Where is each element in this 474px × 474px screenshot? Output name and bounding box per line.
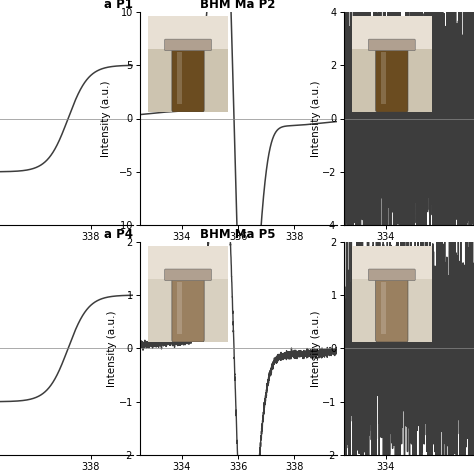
Text: a P1: a P1	[104, 0, 133, 11]
Y-axis label: Intensity (a.u.): Intensity (a.u.)	[101, 80, 111, 157]
X-axis label: M: M	[436, 245, 448, 258]
Y-axis label: Intensity (a.u.): Intensity (a.u.)	[311, 310, 321, 387]
Y-axis label: Intensity (a.u.): Intensity (a.u.)	[311, 80, 321, 157]
X-axis label: Magnetic field (mT): Magnetic field (mT)	[188, 245, 289, 255]
Title: BHM Ma P5: BHM Ma P5	[201, 228, 276, 241]
Text: a P4: a P4	[104, 228, 133, 241]
Title: BHM Ma P2: BHM Ma P2	[201, 0, 276, 11]
Y-axis label: Intensity (a.u.): Intensity (a.u.)	[107, 310, 117, 387]
X-axis label: ld (mT): ld (mT)	[16, 245, 53, 255]
